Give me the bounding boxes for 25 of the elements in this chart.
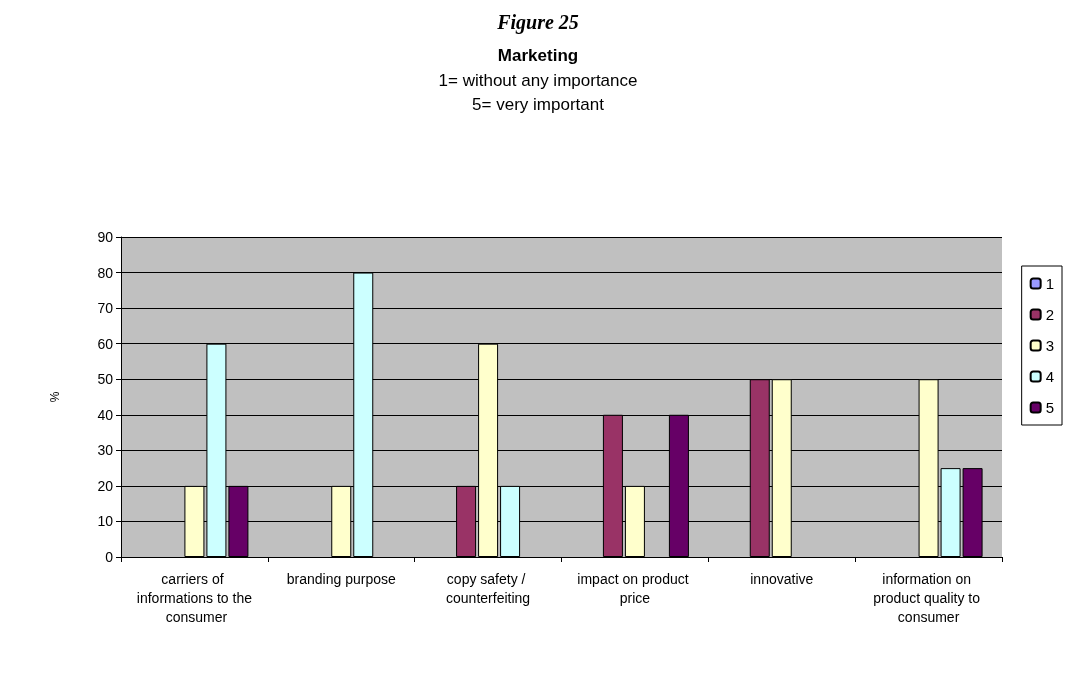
x-tick-label: branding purpose (286, 570, 396, 587)
y-tick-label: 0 (105, 549, 114, 565)
legend-label: 2 (1045, 306, 1054, 323)
chart-subtitle: 1= without any importance 5= very important (438, 70, 638, 114)
y-tick-label: 60 (97, 335, 114, 352)
legend-label: 5 (1045, 399, 1054, 416)
y-tick-label: 90 (97, 229, 114, 245)
y-tick-label: 20 (97, 477, 114, 494)
x-tick-label: copy safety / counterfeiting (446, 570, 531, 606)
y-tick-label: 80 (97, 264, 114, 281)
x-tick-label: innovative (750, 570, 814, 587)
y-tick-label: 40 (97, 406, 114, 423)
x-tick-label: carriers of informations to the consumer (136, 570, 253, 625)
y-axis-title: % (48, 391, 62, 403)
y-tick-label: 50 (97, 371, 114, 388)
y-tick-label: 30 (97, 442, 114, 459)
legend-label: 4 (1045, 368, 1054, 385)
caption: Figure 25 (496, 11, 579, 34)
x-tick-label: impact on product price (577, 570, 693, 606)
y-tick-label: 70 (97, 300, 114, 317)
legend-label: 1 (1045, 275, 1054, 292)
chart-title: Marketing (497, 46, 579, 65)
y-tick-label: 10 (97, 513, 114, 530)
x-tick-label: information on product quality to consumer (873, 570, 984, 625)
legend-label: 3 (1045, 337, 1054, 354)
